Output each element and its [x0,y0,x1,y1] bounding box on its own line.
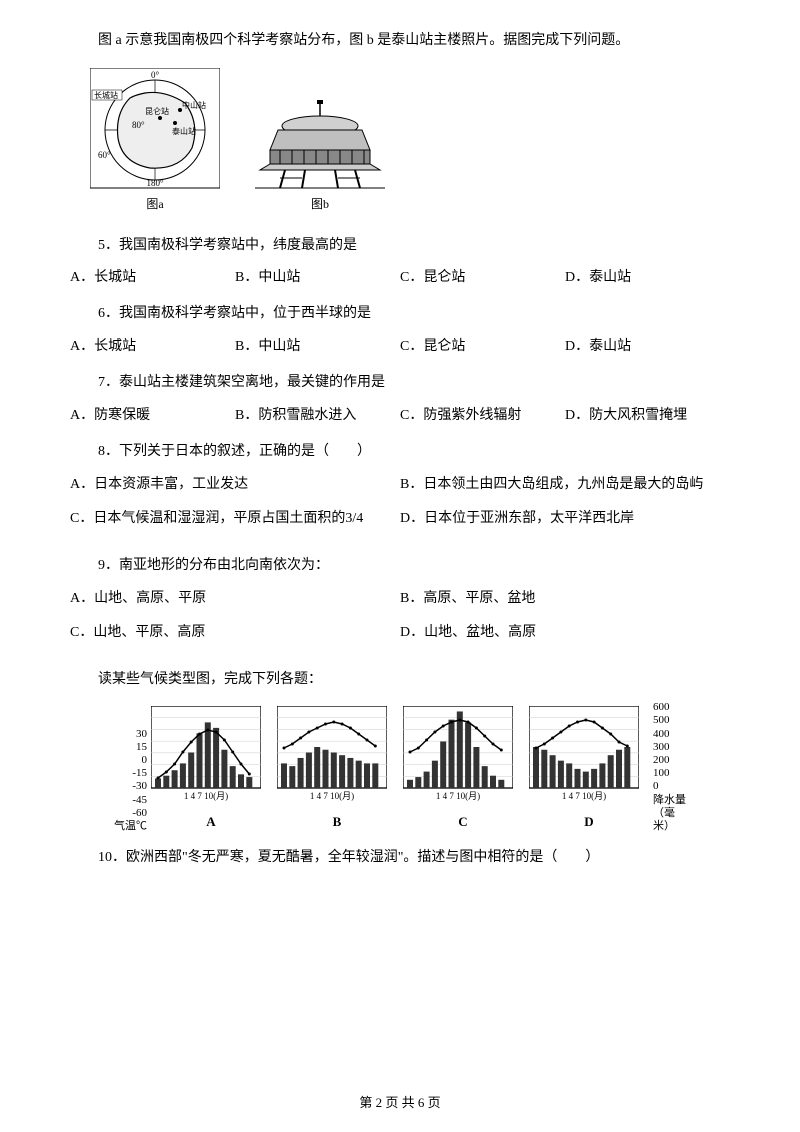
precip-axis: 6005004003002001000 降水量（毫米） 降水量（毫米） [653,701,687,833]
changcheng-label: 长城站 [94,90,118,100]
q6-opt-d[interactable]: D．泰山站 [565,336,730,358]
climate-label-A: A [151,812,271,833]
climate-panel-A: 1 4 7 10(月) A [151,706,271,833]
figure-b: 图b [250,98,390,214]
q5-opt-d[interactable]: D．泰山站 [565,267,730,289]
svg-text:1 4 7 10(月): 1 4 7 10(月) [184,791,228,801]
figure-a: 0° 60° 80° 180° 长城站 昆仑站 中山站 泰山站 图a [90,68,220,214]
taishan-label: 泰山站 [172,126,196,136]
q9-options: A．山地、高原、平原 B．高原、平原、盆地 C．山地、平原、高原 D．山地、盆地… [70,587,730,655]
figure-b-caption: 图b [250,195,390,214]
svg-text:1 4 7 10(月): 1 4 7 10(月) [436,791,480,801]
q5-opt-a[interactable]: A．长城站 [70,267,235,289]
q9-opt-a[interactable]: A．山地、高原、平原 [70,587,400,611]
q10-text: 10．欧洲西部"冬无严寒，夏无酷暑，全年较湿润"。描述与图中相符的是（ ） [70,847,730,869]
q7-opt-b[interactable]: B．防积雪融水进入 [235,405,400,427]
taishan-building [250,98,390,193]
svg-text:1 4 7 10(月): 1 4 7 10(月) [562,791,606,801]
deg80-label: 80° [132,120,145,130]
climate-panel-D: 1 4 7 10(月) D [529,706,649,833]
q5-opt-c[interactable]: C．昆仑站 [400,267,565,289]
climate-intro: 读某些气候类型图，完成下列各题： [70,669,730,691]
q5-opt-b[interactable]: B．中山站 [235,267,400,289]
q8-opt-b[interactable]: B．日本领土由四大岛组成，九州岛是最大的岛屿 [400,473,730,497]
q7-opt-c[interactable]: C．防强紫外线辐射 [400,405,565,427]
q9-opt-c[interactable]: C．山地、平原、高原 [70,621,400,645]
zhongshan-label: 中山站 [182,100,206,110]
deg180-label: 180° [146,178,164,188]
q8-text: 8．下列关于日本的叙述，正确的是（ ） [70,441,730,463]
q7-opt-d[interactable]: D．防大风积雪掩埋 [565,405,730,427]
q5-text: 5．我国南极科学考察站中，纬度最高的是 [70,235,730,257]
climate-panel-B: 1 4 7 10(月) B [277,706,397,833]
temp-axis-label: 气温℃ [113,820,147,833]
q6-opt-b[interactable]: B．中山站 [235,336,400,358]
page-footer: 第 2 页 共 6 页 [0,1093,800,1114]
climate-label-C: C [403,812,523,833]
q8-options: A．日本资源丰富，工业发达 B．日本领土由四大岛组成，九州岛是最大的岛屿 C．日… [70,473,730,541]
q9-opt-b[interactable]: B．高原、平原、盆地 [400,587,730,611]
q6-opt-c[interactable]: C．昆仑站 [400,336,565,358]
figure-row: 0° 60° 80° 180° 长城站 昆仑站 中山站 泰山站 图a [90,68,730,214]
antarctica-map: 0° 60° 80° 180° 长城站 昆仑站 中山站 泰山站 [90,68,220,193]
q6-options: A．长城站 B．中山站 C．昆仑站 D．泰山站 [70,336,730,358]
q6-opt-a[interactable]: A．长城站 [70,336,235,358]
q8-opt-d[interactable]: D．日本位于亚洲东部，太平洋西北岸 [400,507,730,531]
q7-opt-a[interactable]: A．防寒保暖 [70,405,235,427]
deg0-label: 0° [151,70,160,80]
climate-charts: 30150-15-30-45-60 气温℃ 1 4 7 10(月)A1 4 7 … [70,701,730,833]
q5-options: A．长城站 B．中山站 C．昆仑站 D．泰山站 [70,267,730,289]
kunlun-label: 昆仑站 [145,106,169,116]
q7-text: 7．泰山站主楼建筑架空离地，最关键的作用是 [70,372,730,394]
precip-axis-label2: 降水量（毫米） [653,794,687,834]
q6-text: 6．我国南极科学考察站中，位于西半球的是 [70,303,730,325]
q7-options: A．防寒保暖 B．防积雪融水进入 C．防强紫外线辐射 D．防大风积雪掩埋 [70,405,730,427]
q8-opt-c[interactable]: C．日本气候温和湿湿润，平原占国土面积的3/4 [70,507,400,531]
intro-text: 图 a 示意我国南极四个科学考察站分布，图 b 是泰山站主楼照片。据图完成下列问… [70,30,730,52]
figure-a-caption: 图a [90,195,220,214]
climate-label-B: B [277,812,397,833]
temp-axis: 30150-15-30-45-60 气温℃ [113,728,147,834]
svg-text:1 4 7 10(月): 1 4 7 10(月) [310,791,354,801]
q9-text: 9．南亚地形的分布由北向南依次为： [70,555,730,577]
climate-label-D: D [529,812,649,833]
deg60-label: 60° [98,150,111,160]
climate-panel-C: 1 4 7 10(月) C [403,706,523,833]
q9-opt-d[interactable]: D．山地、盆地、高原 [400,621,730,645]
q8-opt-a[interactable]: A．日本资源丰富，工业发达 [70,473,400,497]
